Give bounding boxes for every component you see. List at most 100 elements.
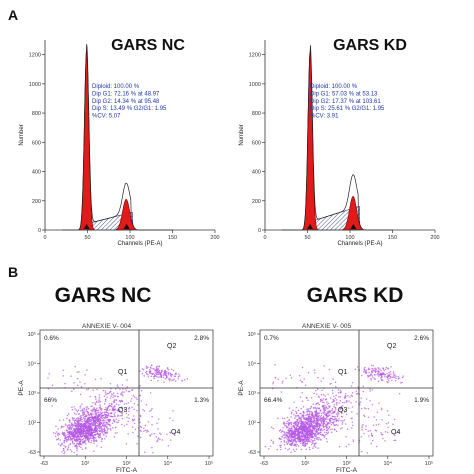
event-dot <box>153 377 155 380</box>
event-dot <box>302 439 305 442</box>
event-dot <box>317 438 320 441</box>
event-dot <box>311 433 313 436</box>
event-dot <box>171 374 173 376</box>
event-dot <box>91 427 94 429</box>
event-dot <box>117 395 119 398</box>
x-tick-label: 10³ <box>123 461 131 467</box>
event-dot <box>312 416 314 419</box>
event-dot <box>95 430 97 433</box>
event-dot <box>304 426 306 428</box>
event-dot <box>76 446 79 448</box>
quadrant-name-q1: Q1 <box>118 369 127 376</box>
event-dot <box>90 414 93 416</box>
event-dot <box>314 422 317 424</box>
event-dot <box>344 397 346 400</box>
event-dot <box>329 411 331 413</box>
event-dot <box>64 437 66 439</box>
event-dot <box>86 425 89 428</box>
event-dot <box>106 432 109 434</box>
event-dot <box>372 365 374 367</box>
event-dot <box>317 447 319 449</box>
event-dot <box>311 412 314 415</box>
event-dot <box>381 419 383 421</box>
event-dot <box>309 415 312 418</box>
event-dot <box>157 370 160 373</box>
event-dot <box>79 405 82 407</box>
event-dot <box>289 427 291 430</box>
event-dot <box>174 432 176 434</box>
event-dot <box>296 420 298 423</box>
event-dot <box>304 429 306 432</box>
event-dot <box>272 442 274 444</box>
y-tick-label: 10² <box>28 421 36 427</box>
event-dot <box>303 418 305 420</box>
event-dot <box>87 418 90 421</box>
event-dot <box>323 406 326 409</box>
event-dot <box>298 426 301 429</box>
event-dot <box>325 431 328 434</box>
event-dot <box>304 424 307 426</box>
event-dot <box>319 429 322 432</box>
event-dot <box>322 421 325 424</box>
event-dot <box>106 407 109 409</box>
event-dot <box>270 439 273 442</box>
event-dot <box>284 422 286 425</box>
event-dot <box>298 416 300 418</box>
x-tick-label: 10² <box>301 461 309 467</box>
event-dot <box>61 431 64 434</box>
event-dot <box>312 422 314 424</box>
event-dot <box>78 421 80 423</box>
event-dot <box>292 436 294 439</box>
event-dot <box>84 374 86 376</box>
event-dot <box>128 406 131 409</box>
stats-line: Diploid: 100.00 % <box>310 84 358 90</box>
event-dot <box>178 373 180 375</box>
event-dot <box>280 391 283 393</box>
event-dot <box>293 401 295 403</box>
event-dot <box>133 396 136 398</box>
event-dot <box>302 411 304 413</box>
x-tick-label: -63 <box>260 461 268 467</box>
quadrant-percent-ll: 66.4% <box>264 397 283 404</box>
event-dot <box>63 444 65 447</box>
event-dot <box>57 432 60 435</box>
event-dot <box>68 426 71 429</box>
event-dot <box>387 426 389 429</box>
event-dot <box>316 415 318 418</box>
event-dot <box>367 375 370 378</box>
event-dot <box>81 428 84 430</box>
event-dot <box>69 443 72 446</box>
event-dot <box>344 423 347 425</box>
event-dot <box>293 434 296 437</box>
event-dot <box>144 424 147 427</box>
event-dot <box>302 441 305 444</box>
event-dot <box>333 399 335 401</box>
event-dot <box>315 417 317 420</box>
event-dot <box>382 379 384 382</box>
event-dot <box>380 407 383 409</box>
event-dot <box>71 406 73 409</box>
event-dot <box>393 418 396 421</box>
event-dot <box>123 425 126 427</box>
event-dot <box>96 407 98 410</box>
event-dot <box>172 410 174 412</box>
event-dot <box>61 425 64 428</box>
event-dot <box>81 435 84 438</box>
event-dot <box>363 407 366 409</box>
event-dot <box>109 409 111 411</box>
event-dot <box>340 415 343 418</box>
event-dot <box>291 432 293 434</box>
event-dot <box>125 412 128 414</box>
event-dot <box>296 437 299 439</box>
event-dot <box>356 392 359 395</box>
event-dot <box>110 405 113 408</box>
event-dot <box>321 401 324 404</box>
event-dot <box>308 446 311 449</box>
event-dot <box>96 431 99 433</box>
x-axis-label: Channels (PE-A) <box>117 241 162 247</box>
event-dot <box>145 370 148 373</box>
event-dot <box>379 373 382 376</box>
event-dot <box>373 374 376 376</box>
event-dot <box>73 432 75 434</box>
annexin-scatter-kd: GARS KD ANNEXIE V- 005 0.7% 2.6% 66.4% 1.9% Q1… <box>238 284 434 474</box>
